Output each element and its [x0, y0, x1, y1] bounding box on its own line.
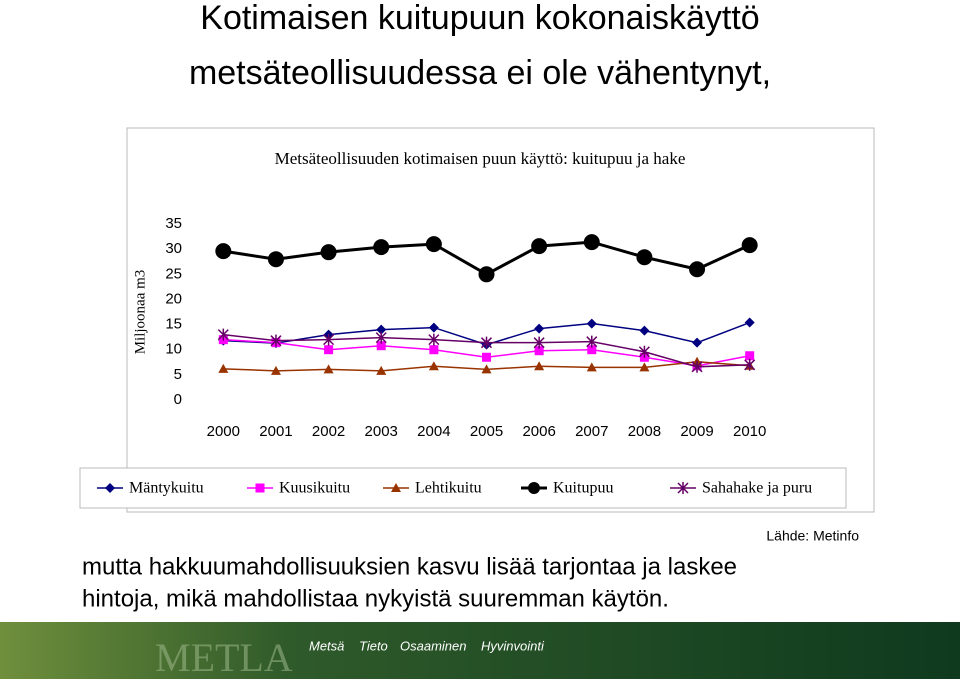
footer-tagline: Metsä	[309, 638, 344, 653]
x-tick-label: 2002	[312, 423, 345, 440]
marker	[425, 236, 442, 253]
marker	[482, 352, 491, 362]
marker	[323, 333, 335, 346]
marker	[533, 336, 545, 349]
marker	[428, 333, 440, 346]
chart-title: Metsäteollisuuden kotimaisen puun käyttö…	[275, 149, 686, 168]
y-tick-label: 30	[165, 240, 182, 257]
marker	[586, 318, 597, 329]
footer-logo: METLA	[155, 635, 293, 679]
marker	[586, 335, 598, 348]
y-tick-label: 35	[165, 215, 182, 232]
y-tick-label: 5	[174, 366, 182, 383]
y-tick-label: 15	[165, 316, 182, 333]
y-tick-label: 20	[165, 290, 182, 307]
marker	[689, 261, 706, 278]
y-tick-label: 0	[174, 391, 182, 408]
marker	[639, 325, 650, 336]
marker	[217, 328, 229, 341]
caption: hintoja, mikä mahdollistaa nykyistä suur…	[82, 585, 669, 612]
x-tick-label: 2009	[680, 423, 713, 440]
footer-band	[0, 622, 960, 679]
marker	[638, 345, 650, 358]
legend-marker	[391, 483, 401, 492]
footer-tagline: Osaaminen	[400, 638, 466, 653]
marker	[267, 251, 284, 268]
marker	[324, 345, 334, 355]
footer-tagline: Hyvinvointi	[481, 638, 545, 653]
marker	[744, 317, 755, 328]
marker	[586, 362, 597, 372]
legend-label: Kuitupuu	[553, 480, 613, 497]
marker	[691, 360, 703, 373]
marker	[639, 362, 650, 372]
x-tick-label: 2007	[575, 423, 608, 440]
marker	[744, 358, 756, 371]
footer-tagline: Tieto	[359, 638, 388, 653]
marker	[215, 243, 232, 260]
marker	[428, 361, 439, 371]
legend-marker	[528, 482, 540, 494]
marker	[478, 266, 495, 283]
marker	[323, 364, 334, 374]
marker	[534, 346, 544, 356]
legend-label: Mäntykuitu	[129, 480, 204, 497]
chart-frame	[126, 127, 875, 513]
marker	[320, 244, 337, 261]
legend-label: Sahahake ja puru	[702, 480, 812, 497]
x-tick-label: 2006	[522, 423, 555, 440]
x-tick-label: 2005	[470, 423, 503, 440]
x-tick-label: 2000	[207, 423, 240, 440]
legend-marker	[677, 482, 689, 494]
marker	[428, 322, 439, 333]
marker	[218, 363, 229, 373]
marker	[481, 364, 492, 374]
marker	[587, 345, 597, 355]
legend-marker	[255, 483, 265, 493]
legend-marker	[105, 483, 115, 493]
marker	[636, 249, 653, 266]
marker	[373, 239, 390, 256]
marker	[270, 334, 282, 347]
marker	[270, 365, 281, 375]
marker	[531, 238, 548, 255]
marker	[741, 237, 758, 254]
marker	[745, 351, 755, 361]
marker	[376, 341, 386, 351]
marker	[376, 365, 387, 375]
marker	[534, 323, 545, 334]
y-tick-label: 10	[165, 341, 182, 358]
legend-label: Kuusikuitu	[279, 480, 350, 497]
y-axis-label: Miljoonaa m3	[132, 270, 148, 355]
marker	[376, 324, 387, 335]
legend	[79, 467, 847, 509]
x-tick-label: 2004	[417, 423, 450, 440]
slide-title: metsäteollisuudessa ei ole vähentynyt,	[189, 54, 771, 92]
legend-label: Lehtikuitu	[415, 480, 482, 497]
marker	[480, 336, 493, 349]
marker	[534, 361, 545, 371]
y-tick-label: 25	[165, 265, 182, 282]
caption: mutta hakkuumahdollisuuksien kasvu lisää…	[82, 553, 737, 580]
marker	[583, 234, 600, 251]
marker	[692, 337, 703, 348]
marker	[375, 331, 387, 344]
x-tick-label: 2001	[259, 423, 292, 440]
x-tick-label: 2010	[733, 423, 766, 440]
x-tick-label: 2003	[365, 423, 398, 440]
source: Lähde: Metinfo	[766, 528, 859, 544]
x-tick-label: 2008	[628, 423, 661, 440]
slide-title: Kotimaisen kuitupuun kokonaiskäyttö	[200, 0, 759, 37]
marker	[429, 345, 439, 355]
